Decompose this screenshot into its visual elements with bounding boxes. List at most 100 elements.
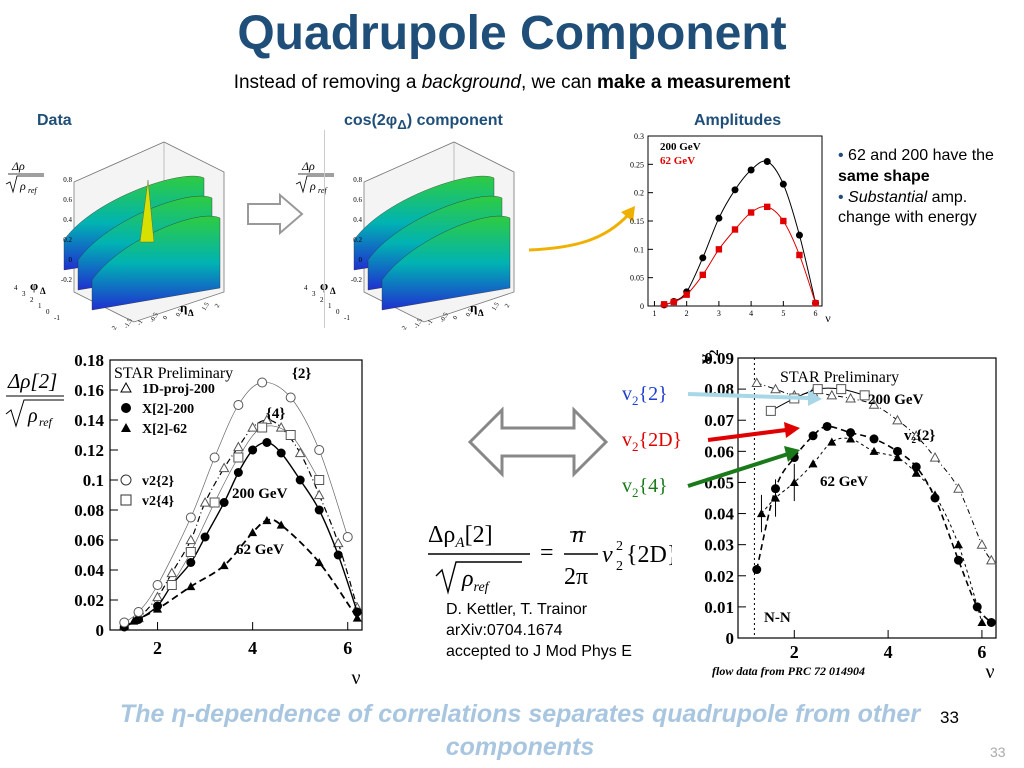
- surface-ztick-label: 0.4: [353, 216, 362, 224]
- right-label-v22: v2{2}: [622, 383, 668, 408]
- surface-ytick-label: 4: [14, 284, 18, 292]
- left-point: [152, 591, 163, 602]
- surface-ytick-label: 3: [312, 290, 316, 298]
- surface-ytick-label: 3: [22, 290, 26, 298]
- header-cos-sub: Δ: [397, 117, 407, 133]
- right-point: [859, 390, 870, 401]
- surface-xtick-label: -1.5: [123, 318, 134, 330]
- left-point: [233, 452, 244, 463]
- surface-ztick-label: 0.2: [353, 236, 362, 244]
- amp-xtick-label: 3: [717, 309, 721, 318]
- amp-xtick-label: 2: [685, 309, 689, 318]
- surface-zlabel-num: Δρ: [301, 159, 315, 173]
- right-point: [869, 434, 879, 444]
- left-point: [314, 558, 324, 567]
- right-xtick-label: 4: [884, 642, 893, 662]
- amp-ytick-label: 0: [640, 302, 644, 311]
- surface-xlabel-sub: Δ: [188, 308, 194, 318]
- amp-point: [747, 209, 755, 216]
- eq-rhs-sub: 2: [616, 559, 623, 574]
- left-ytick-label: 0.06: [74, 531, 104, 550]
- surface-ztick-label: 0.4: [63, 216, 72, 224]
- right-ytick-label: 0.02: [704, 567, 734, 586]
- amp-point: [763, 158, 771, 165]
- left-ylabel-den-sub: ref: [39, 415, 54, 429]
- left-point: [247, 421, 258, 432]
- left-ytick-label: 0.1: [83, 471, 104, 490]
- left-point: [186, 558, 196, 567]
- left-ytick-label: 0: [96, 621, 105, 640]
- amp-ytick-label: 0.25: [630, 160, 644, 169]
- right-ylabel: v: [695, 354, 717, 364]
- left-point: [295, 475, 305, 485]
- header-cos-text: cos(2φ: [344, 112, 398, 129]
- left-ytick-label: 0.08: [74, 501, 104, 520]
- amp-xlabel: ν: [825, 311, 831, 325]
- right-arrow-v22: [687, 392, 809, 400]
- left-point: [352, 613, 362, 622]
- surface-ytick-label: 2: [30, 296, 34, 304]
- left-point: [185, 512, 196, 523]
- surface-xtick-label: 0: [452, 315, 460, 321]
- left-point: [233, 468, 243, 477]
- amp-xtick-label: 4: [749, 309, 753, 318]
- right-point: [976, 539, 988, 549]
- right-ytick-label: 0: [726, 629, 735, 648]
- bullet-1: • 62 and 200 have the same shape: [838, 147, 994, 185]
- right-xtick-label: 6: [977, 642, 986, 662]
- bullet-list: • 62 and 200 have the same shape • Subst…: [838, 146, 1023, 229]
- left-series-line: [124, 381, 349, 623]
- surface-ylabel-sub: Δ: [330, 286, 336, 296]
- surface-zlabel-num: Δρ: [11, 159, 25, 173]
- surface-ztick-label: 0.8: [353, 176, 362, 184]
- right-point: [930, 490, 940, 499]
- left-ylabel-den: ρ: [27, 405, 38, 427]
- left-annotation-200: 200 GeV: [232, 486, 288, 502]
- left-point: [152, 580, 163, 590]
- left-sqrt-icon: [5, 399, 64, 428]
- amp-point: [764, 203, 771, 211]
- right-point: [808, 459, 818, 468]
- right-point: [892, 414, 903, 425]
- right-annotation-62: 62 GeV: [820, 474, 868, 490]
- surface-xtick-label: -2: [400, 325, 409, 330]
- bullet-1-strong: same shape: [838, 167, 930, 185]
- right-point: [751, 377, 763, 387]
- left-xlabel: ν: [351, 667, 360, 689]
- right-point: [826, 389, 838, 400]
- right-point: [953, 483, 964, 493]
- v2-chart: 00.010.020.030.040.050.060.070.080.092 4 6…: [622, 349, 997, 683]
- header-cos: cos(2φΔ) component: [344, 112, 503, 132]
- surface-xtick-label: -0.5: [149, 312, 160, 324]
- slide-number: 33: [940, 708, 959, 727]
- surface-xtick-label: 0.5: [465, 307, 475, 318]
- surface-zlabel-den: ρ: [19, 179, 26, 193]
- left-xtick-label: 2: [153, 638, 162, 658]
- right-point: [868, 399, 880, 409]
- surface-zlabel-den-sub: ref: [318, 186, 328, 195]
- right-point: [929, 452, 941, 462]
- amp-ytick-label: 0.3: [634, 132, 644, 141]
- surface-xtick-label: 2: [504, 303, 512, 309]
- right-ytick-label: 0.03: [704, 536, 734, 555]
- subtitle-mid: , we can: [520, 72, 598, 93]
- surface-sqrt-icon: [295, 175, 334, 194]
- right-point: [953, 540, 963, 549]
- right-point: [910, 430, 922, 440]
- right-point: [953, 555, 963, 565]
- page-title: Quadrupole Component: [237, 7, 787, 60]
- left-legend-marker: [121, 423, 131, 432]
- surface-xtick-label: 1: [188, 309, 196, 315]
- left-point: [314, 505, 324, 515]
- credit-line1: D. Kettler, T. Trainor: [446, 601, 588, 618]
- left-point: [313, 489, 325, 500]
- amp-legend-200: 200 GeV: [660, 141, 701, 153]
- right-point: [977, 617, 987, 627]
- bullet-1-text: 62 and 200 have the: [848, 147, 994, 164]
- right-point: [846, 434, 856, 443]
- surface-ztick-label: -0.2: [351, 276, 363, 284]
- left-point: [186, 582, 196, 591]
- page-subtitle: Instead of removing a background, we can…: [0, 72, 1024, 94]
- amp-point: [715, 246, 723, 253]
- right-point: [911, 468, 921, 477]
